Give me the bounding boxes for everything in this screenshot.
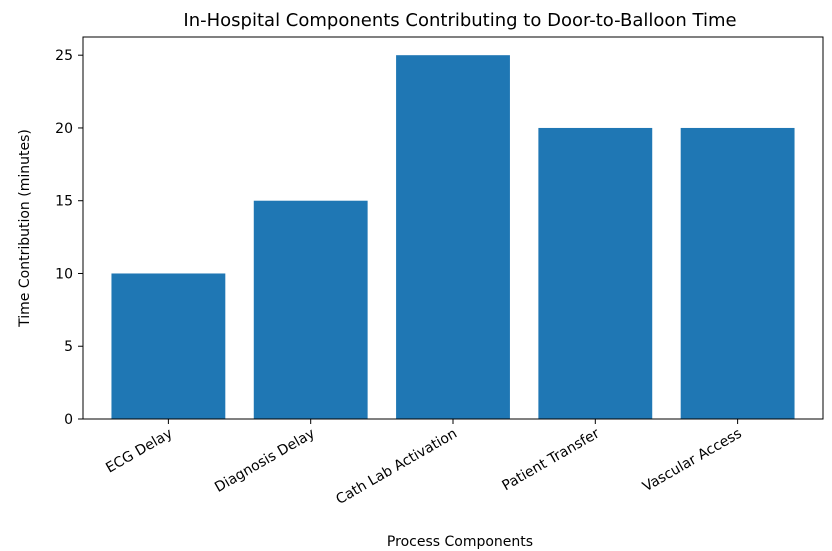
- bar-vascular-access: [680, 127, 795, 419]
- bar-ecg-delay: [111, 273, 226, 419]
- y-tick-label: 0: [64, 412, 73, 428]
- x-axis-label: Process Components: [387, 534, 533, 550]
- y-tick-label: 15: [55, 194, 73, 210]
- y-tick-label: 10: [55, 266, 73, 282]
- bars-group: [111, 55, 795, 419]
- y-axis-label: Time Contribution (minutes): [17, 129, 33, 328]
- y-tick-label: 25: [55, 48, 73, 64]
- y-tick-label: 20: [55, 121, 73, 137]
- y-tick-label: 5: [64, 339, 73, 355]
- bar-cath-lab-activation: [396, 55, 510, 419]
- bar-diagnosis-delay: [253, 200, 368, 419]
- y-axis: 0 5 10 15 20 25: [55, 48, 83, 428]
- bar-patient-transfer: [538, 127, 653, 419]
- chart-title: In-Hospital Components Contributing to D…: [183, 10, 736, 31]
